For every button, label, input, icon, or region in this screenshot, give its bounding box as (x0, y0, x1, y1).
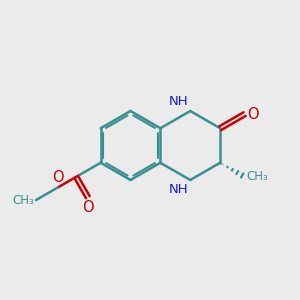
Text: CH₃: CH₃ (13, 194, 34, 206)
Text: NH: NH (169, 95, 188, 108)
Text: CH₃: CH₃ (246, 170, 268, 183)
Text: NH: NH (169, 183, 188, 196)
Text: O: O (52, 169, 63, 184)
Text: O: O (82, 200, 94, 214)
Text: O: O (247, 106, 259, 122)
